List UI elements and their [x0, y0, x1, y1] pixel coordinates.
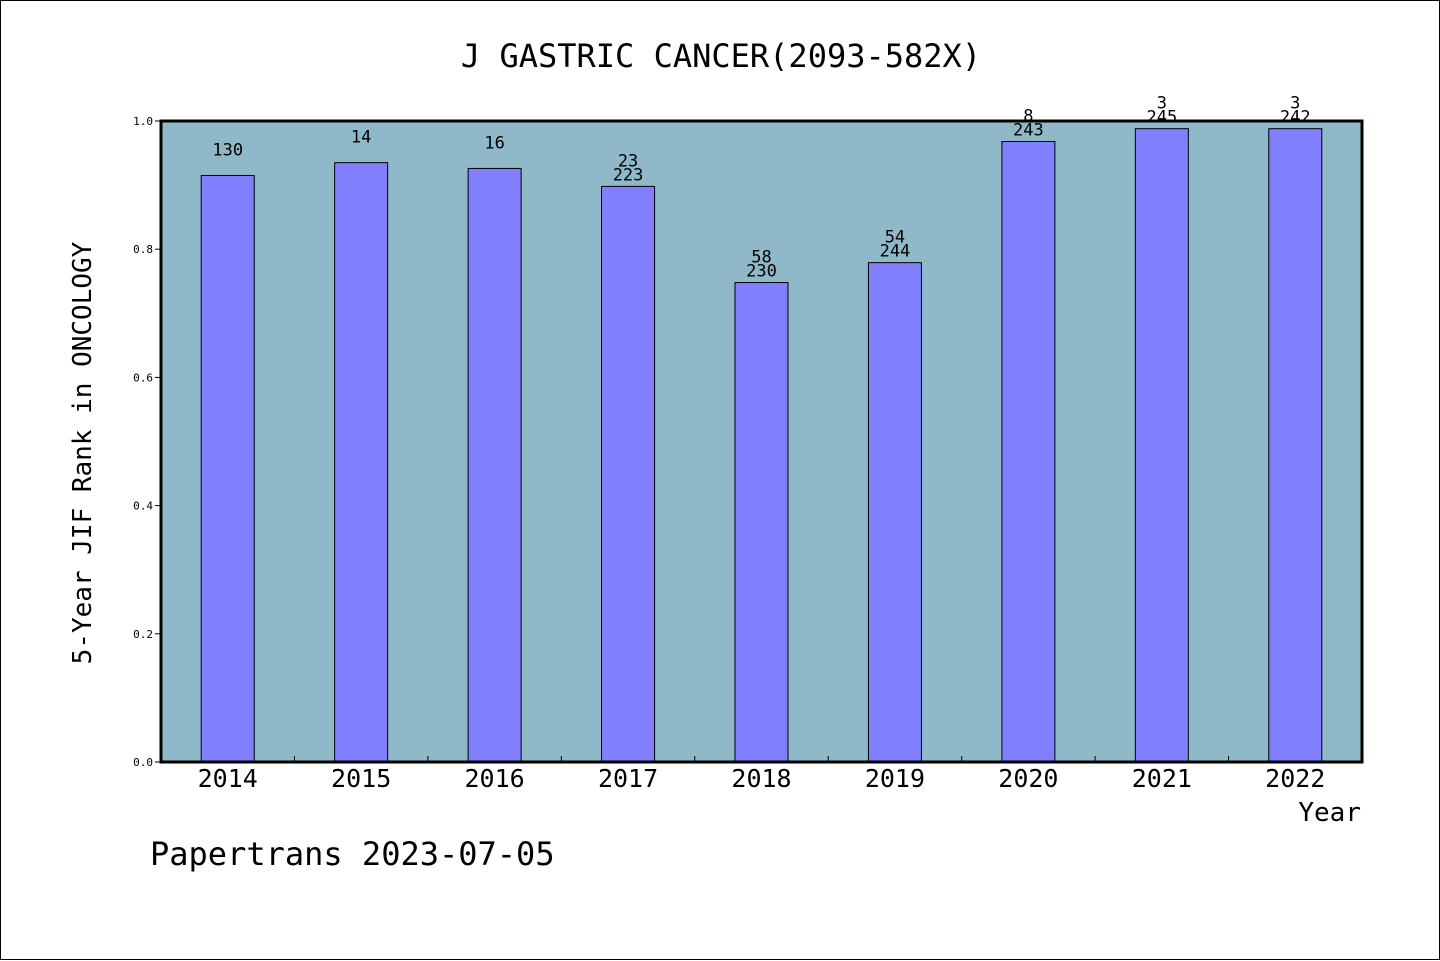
- x-tick-label-2018: 2018: [731, 764, 791, 793]
- bar-label-2016: 16: [484, 133, 504, 153]
- y-tick-label: 0.0: [133, 756, 153, 769]
- bar-2016: [467, 167, 522, 763]
- bar-label-2015: 14: [351, 128, 371, 148]
- x-tick-label-2020: 2020: [998, 764, 1058, 793]
- y-axis-ticks: 0.0 0.2 0.4 0.6 0.8 1.0: [133, 115, 161, 769]
- bar-label-total-2018: 230: [746, 262, 777, 282]
- bar-2015: [334, 162, 389, 763]
- x-tick-label-2014: 2014: [198, 764, 258, 793]
- plot-border: [159, 119, 1364, 764]
- x-tick-label-2016: 2016: [465, 764, 525, 793]
- footer-credit: Papertrans 2023-07-05: [150, 835, 555, 873]
- y-tick-label: 0.4: [133, 500, 153, 513]
- chart-title: J GASTRIC CANCER(2093-582X): [461, 37, 981, 75]
- x-axis-label: Year: [1298, 798, 1361, 828]
- x-tick-label-2021: 2021: [1132, 764, 1192, 793]
- bar-2022: [1268, 128, 1323, 763]
- x-tick-label-2015: 2015: [331, 764, 391, 793]
- bar-2018: [734, 282, 789, 763]
- bar-label-rank-2017: 23: [618, 151, 638, 171]
- bar-label-total-2019: 244: [880, 242, 911, 262]
- bar-label-2014: 130: [212, 140, 243, 160]
- bar-label-total-2022: 242: [1280, 108, 1311, 128]
- bar-2019: [867, 262, 922, 763]
- bar-label-rank-2022: 3: [1290, 94, 1300, 114]
- y-tick-label: 1.0: [133, 115, 153, 128]
- x-axis-ticks: 2014 2015 2016 2017 2018 2019 2020 2021 2022: [198, 756, 1325, 793]
- x-tick-label-2017: 2017: [598, 764, 658, 793]
- bar-2014: [200, 174, 255, 763]
- bar-2017: [601, 185, 656, 763]
- bar-2020: [1001, 141, 1056, 763]
- bar-2021: [1134, 128, 1189, 763]
- y-axis-label: 5-Year JIF Rank in ONCOLOGY: [68, 241, 98, 664]
- bar-label-rank-2020: 8: [1023, 107, 1033, 127]
- bar-label-total-2017: 223: [613, 165, 644, 185]
- bar-label-total-2021: 245: [1146, 108, 1177, 128]
- x-tick-label-2022: 2022: [1265, 764, 1325, 793]
- bar-label-rank-2019: 54: [885, 228, 905, 248]
- y-tick-label: 0.6: [133, 371, 153, 384]
- y-tick-label: 0.8: [133, 243, 153, 256]
- bar-label-rank-2021: 3: [1157, 94, 1167, 114]
- y-tick-label: 0.2: [133, 628, 153, 641]
- bar-label-total-2020: 243: [1013, 121, 1044, 141]
- x-tick-label-2019: 2019: [865, 764, 925, 793]
- bar-label-rank-2018: 58: [751, 248, 771, 268]
- bar-series: [200, 128, 1323, 763]
